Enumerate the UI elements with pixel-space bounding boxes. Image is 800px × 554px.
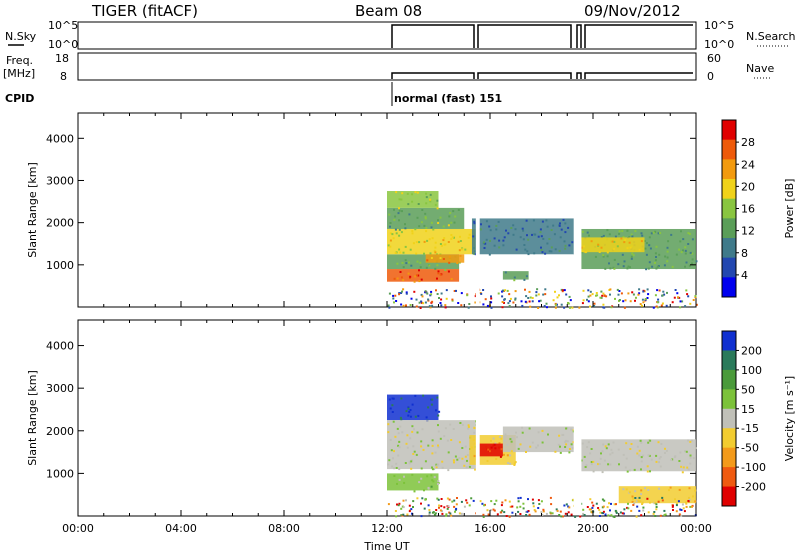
velocity-panel: 00:00 04:00 08:00 12:00 16:00 20:00 00:00 1000 2… [26, 319, 796, 535]
freq-trace [391, 72, 693, 79]
colorbar-tick-label: 200 [741, 344, 762, 357]
x-axis-label: Time UT [363, 540, 409, 553]
colorbar: 28 24 20 16 12 8 4 Power [dB] [721, 119, 796, 298]
date-label: 09/Nov/2012 [584, 2, 681, 20]
colorbar-tick-label: 50 [741, 383, 755, 396]
power-panel: 1000 2000 3000 4000 Slant Range [km] 28 24 20 16… [26, 112, 796, 309]
data-region-2 [387, 228, 478, 255]
nsearch-label: N.Search [746, 30, 796, 43]
nave-label: Nave [746, 62, 774, 75]
cpid-value: normal (fast) 151 [394, 92, 502, 105]
colorbar-tick-label: 100 [741, 364, 762, 377]
nsky-label: N.Sky [5, 30, 37, 43]
colorbar-tick-label: 4 [741, 269, 748, 282]
freq-strip [77, 52, 697, 81]
x-tick-label: 00:00 [62, 522, 94, 535]
data-region-6 [580, 439, 696, 472]
nsky-tick-bottom: 10^0 [48, 38, 78, 51]
data-region-1 [387, 420, 478, 470]
y-tick-label: 4000 [46, 132, 74, 145]
colorbar-tick-label: -100 [741, 461, 766, 474]
y-tick-label: 4000 [46, 340, 74, 353]
y-tick-label: 1000 [46, 467, 74, 480]
data-region-9 [580, 237, 645, 253]
beam-label: Beam 08 [355, 2, 422, 20]
data-region-7 [618, 486, 696, 504]
colorbar-tick-label: -200 [741, 481, 766, 494]
colorbar-label: Velocity [m s⁻¹] [783, 376, 796, 461]
x-tick-label: 12:00 [371, 522, 403, 535]
data-cells [387, 114, 698, 309]
colorbar-tick-label: 12 [741, 225, 755, 238]
y-tick-label: 3000 [46, 174, 74, 187]
x-tick-label: 04:00 [165, 522, 197, 535]
colorbar-label: Power [dB] [783, 179, 796, 239]
data-region-5 [425, 254, 465, 263]
nsearch-tick-top: 10^5 [704, 19, 734, 32]
data-cells [387, 321, 697, 518]
data-region-7 [502, 271, 529, 280]
colorbar-tick-label: 24 [741, 158, 755, 171]
colorbar-tick-label: 15 [741, 403, 755, 416]
nave-tick-bottom: 0 [707, 70, 714, 83]
x-tick-label: 00:00 [680, 522, 712, 535]
data-region-4 [477, 443, 503, 457]
nsky-tick-top: 10^5 [48, 19, 78, 32]
freq-tick-bottom: 8 [60, 70, 67, 83]
x-tick-label: 20:00 [577, 522, 609, 535]
colorbar-tick-label: -50 [741, 442, 759, 455]
colorbar-tick-label: 28 [741, 136, 755, 149]
data-region-0 [387, 394, 439, 421]
freq-label: Freq. [6, 54, 33, 67]
y-tick-label: 2000 [46, 217, 74, 230]
y-tick-label: 3000 [46, 382, 74, 395]
colorbar: 200 100 50 15 -15 -50 -100 -200 Velocity [m s⁻¹] [721, 330, 796, 507]
data-region-6 [471, 218, 575, 255]
x-tick-label: 08:00 [268, 522, 300, 535]
freq-tick-top: 18 [55, 52, 69, 65]
y-tick-label: 2000 [46, 425, 74, 438]
colorbar-tick-label: -15 [741, 422, 759, 435]
cpid-label: CPID [5, 92, 34, 105]
colorbar-tick-label: 8 [741, 247, 748, 260]
y-axis-label: Slant Range [km] [26, 162, 39, 258]
x-tick-label: 16:00 [474, 522, 506, 535]
y-axis-label: Slant Range [km] [26, 370, 39, 466]
freq-unit: [MHz] [3, 67, 35, 80]
nsky-strip [77, 21, 697, 50]
data-region-0 [387, 269, 460, 282]
radar-title: TIGER (fitACF) [91, 2, 198, 20]
y-tick-label: 1000 [46, 259, 74, 272]
data-region-5 [502, 426, 575, 453]
nsearch-tick-bottom: 10^0 [704, 38, 734, 51]
colorbar-tick-label: 20 [741, 180, 755, 193]
nave-tick-top: 60 [707, 52, 721, 65]
colorbar-tick-label: 16 [741, 203, 755, 216]
data-region-2 [387, 473, 439, 491]
nsky-trace [391, 24, 693, 48]
